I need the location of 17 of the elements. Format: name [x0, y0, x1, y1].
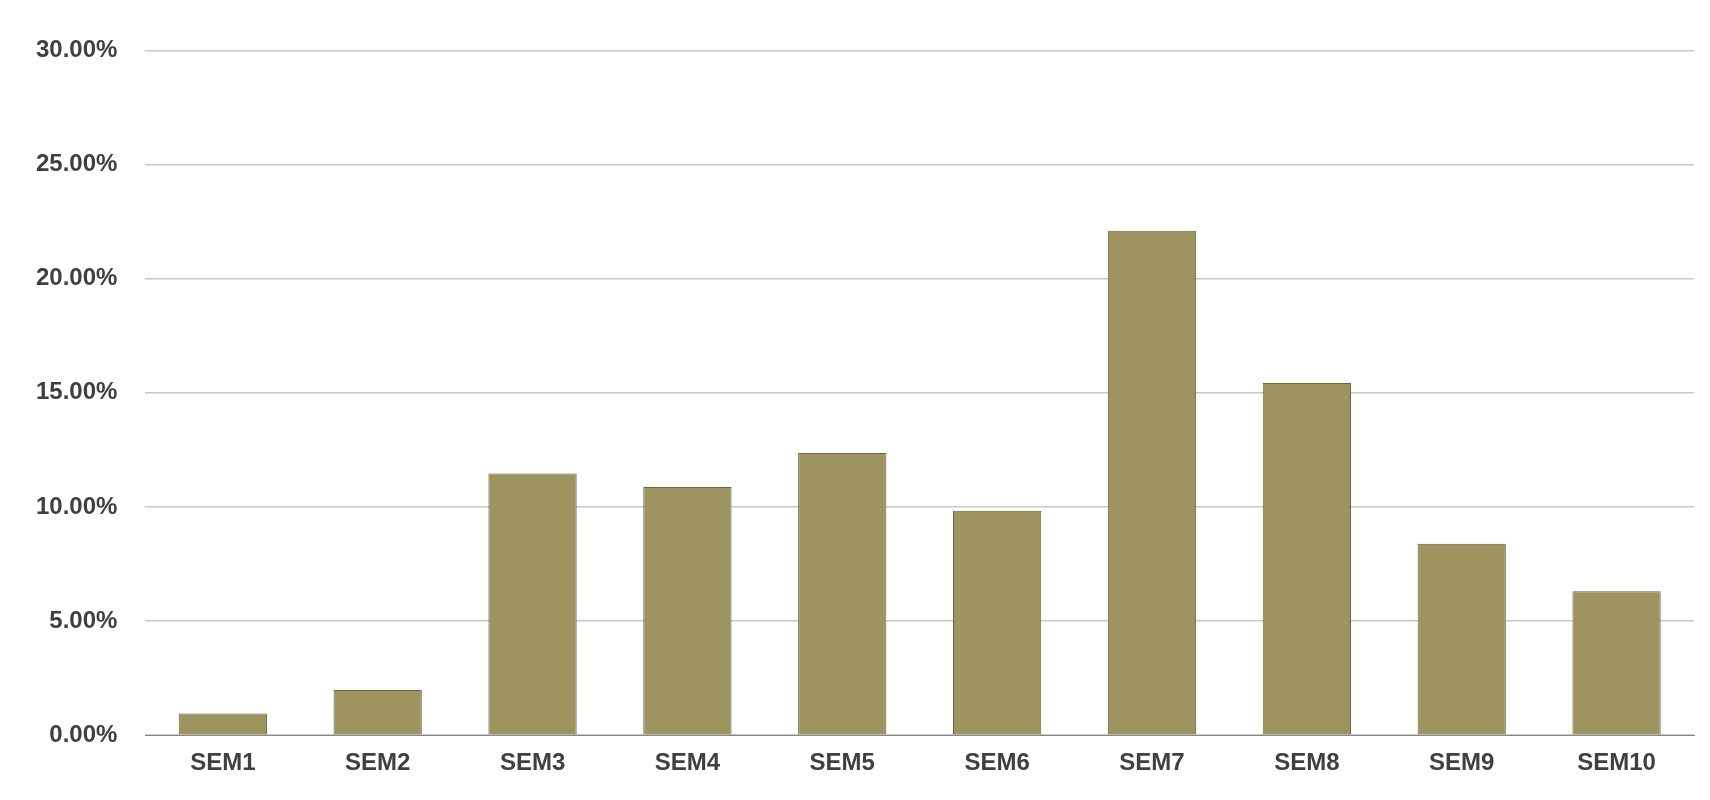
- x-tick-label: SEM3: [499, 748, 566, 776]
- x-tick-label: SEM1: [190, 748, 256, 776]
- x-tick-label: SEM10: [1577, 748, 1656, 776]
- x-tick-label: SEM4: [654, 748, 721, 776]
- x-tick-label: SEM5: [809, 748, 875, 776]
- y-tick-label: 10.00%: [35, 491, 118, 519]
- x-tick-label: SEM7: [1119, 748, 1185, 776]
- x-tick-label: SEM8: [1274, 748, 1340, 776]
- y-tick-label: 30.00%: [35, 35, 118, 63]
- y-tick-label: 15.00%: [35, 377, 118, 405]
- y-tick-label: 20.00%: [35, 263, 118, 291]
- x-tick-label: SEM9: [1429, 748, 1495, 776]
- y-tick-label: 0.00%: [49, 719, 118, 747]
- x-tick-label: SEM2: [345, 748, 411, 776]
- x-tick-label: SEM6: [964, 748, 1030, 776]
- y-tick-label: 5.00%: [49, 605, 118, 633]
- y-tick-label: 25.00%: [35, 149, 118, 177]
